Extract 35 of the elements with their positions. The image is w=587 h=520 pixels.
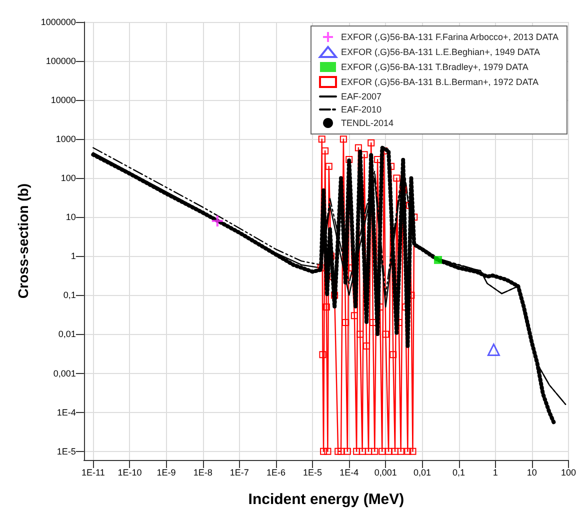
x-tick-label: 0,001: [374, 468, 397, 478]
legend-label: EXFOR (,G)56-BA-131 B.L.Berman+, 1972 DATA: [341, 77, 538, 87]
x-tick-label: 1E-6: [266, 468, 286, 478]
x-tick-label: 1E-9: [156, 468, 176, 478]
x-tick-label: 1E-4: [340, 468, 359, 478]
legend-label: EXFOR (,G)56-BA-131 T.Bradley+, 1979 DATA: [341, 62, 528, 72]
y-tick-label: 1E-5: [56, 446, 76, 456]
x-axis-title: Incident energy (MeV): [248, 491, 404, 508]
y-tick-label: 1E-4: [56, 407, 76, 418]
y-tick-label: 0,001: [53, 368, 76, 378]
legend-label: EAF-2007: [341, 92, 382, 102]
legend-label: EXFOR (,G)56-BA-131 F.Farina Arbocco+, 2013 DATA: [341, 32, 559, 42]
x-tick-label: 0,01: [413, 468, 431, 478]
y-tick-label: 0,01: [58, 329, 76, 340]
y-tick-label: 1000: [56, 134, 76, 144]
y-tick-label: 100000: [46, 56, 76, 66]
x-tick-label: 10: [526, 468, 537, 478]
x-tick-label: 1E-11: [81, 468, 105, 478]
x-tick-label: 1: [492, 468, 498, 478]
x-tick-label: 1E-8: [193, 468, 212, 478]
x-tick-label: 1E-5: [303, 468, 322, 478]
y-tick-label: 10: [66, 212, 76, 222]
x-tick-label: 1E-10: [118, 468, 142, 478]
y-tick-label: 0,1: [63, 290, 76, 300]
legend-label: EXFOR (,G)56-BA-131 L.E.Beghian+, 1949 DATA: [341, 47, 540, 57]
legend-label: TENDL-2014: [341, 118, 394, 128]
x-tick-label: 0,1: [452, 468, 466, 478]
y-tick-label: 100: [60, 173, 76, 184]
y-tick-label: 1: [70, 251, 76, 262]
y-tick-label: 1000000: [40, 17, 76, 27]
legend-label: EAF-2010: [341, 104, 382, 114]
y-axis-title: Cross-section (b): [15, 183, 31, 299]
x-tick-label: 100: [560, 468, 576, 478]
x-tick-label: 1E-7: [230, 468, 249, 478]
y-tick-label: 10000: [50, 95, 76, 106]
